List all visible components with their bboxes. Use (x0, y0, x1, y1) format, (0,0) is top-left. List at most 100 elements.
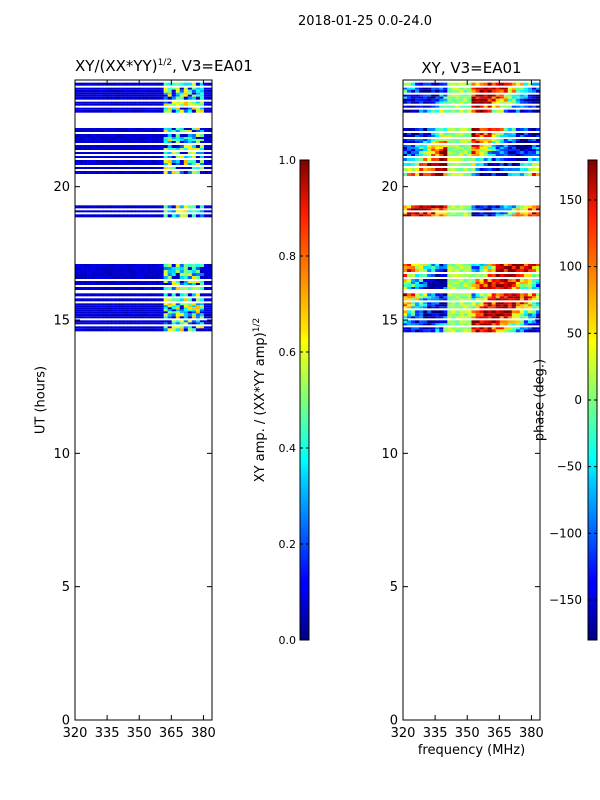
heatmap-cell (451, 98, 456, 102)
heatmap-cell (103, 298, 108, 302)
heatmap-cell (435, 94, 440, 97)
heatmap-cell (435, 158, 440, 161)
heatmap-cell (143, 320, 148, 323)
heatmap-cell (159, 270, 164, 273)
heatmap-cell (187, 167, 193, 169)
heatmap-cell (187, 145, 193, 148)
heatmap-cell (515, 94, 521, 97)
heatmap-cell (415, 147, 420, 149)
heatmap-cell (519, 313, 525, 317)
heatmap-cell (187, 309, 193, 312)
heatmap-cell (475, 163, 480, 166)
heatmap-cell (159, 313, 164, 317)
heatmap-cell (531, 274, 537, 277)
heatmap-cell (479, 133, 484, 135)
heatmap-cell (439, 316, 444, 319)
heatmap-cell (87, 214, 92, 218)
heatmap-cell (463, 274, 468, 277)
heatmap-cell (491, 323, 496, 326)
heatmap-cell (475, 284, 480, 287)
heatmap-cell (467, 133, 472, 135)
heatmap-cell (463, 163, 468, 166)
axes-frame (74, 79, 213, 721)
heatmap-cell (123, 103, 128, 106)
heatmap-cell (499, 205, 505, 209)
heatmap-cell (143, 137, 148, 139)
heatmap-cell (515, 298, 521, 301)
heatmap-cell (459, 313, 464, 317)
heatmap-cell (483, 323, 488, 326)
heatmap-cell (483, 82, 488, 86)
heatmap-cell (91, 303, 96, 306)
heatmap-cell (143, 326, 148, 329)
heatmap-cell (403, 293, 408, 297)
heatmap-cell (207, 103, 213, 106)
heatmap-cell (167, 87, 173, 90)
heatmap-cell (431, 133, 436, 135)
heatmap-cell (159, 281, 164, 283)
heatmap-cell (79, 156, 84, 158)
heatmap-cell (427, 304, 432, 307)
heatmap-cell (471, 173, 476, 176)
heatmap-cell (463, 149, 468, 151)
heatmap-cell (483, 133, 488, 135)
heatmap-cell (199, 82, 205, 86)
heatmap-cell (139, 139, 144, 141)
heatmap-cell (527, 141, 533, 143)
x-tick-label: 335 (423, 726, 448, 741)
heatmap-cell (435, 212, 440, 215)
heatmap-cell (151, 273, 156, 276)
heatmap-cell (179, 160, 185, 163)
heatmap-cell (151, 303, 156, 306)
heatmap-cell (443, 316, 448, 319)
heatmap-cell (459, 327, 464, 330)
heatmap-cell (179, 134, 185, 137)
heatmap-cell (111, 109, 116, 113)
heatmap-cell (431, 128, 436, 131)
heatmap-cell (467, 323, 472, 326)
heatmap-cell (79, 328, 84, 332)
heatmap-cell (111, 326, 116, 329)
heatmap-cell (131, 96, 136, 100)
heatmap-cell (167, 134, 173, 137)
heatmap-cell (463, 145, 468, 147)
heatmap-cell (191, 322, 197, 325)
heatmap-cell (135, 96, 140, 100)
colorbar-tick-label: −150 (549, 593, 582, 607)
heatmap-cell (163, 283, 168, 285)
heatmap-cell (131, 167, 136, 169)
heatmap-cell (83, 311, 88, 314)
heatmap-cell (495, 94, 501, 97)
heatmap-cell (123, 134, 128, 137)
heatmap-cell (143, 283, 148, 285)
heatmap-cell (519, 327, 525, 330)
heatmap-cell (519, 96, 525, 99)
heatmap-cell (499, 310, 505, 314)
heatmap-cell (439, 139, 444, 141)
heatmap-cell (135, 94, 140, 97)
heatmap-cell (167, 101, 173, 104)
heatmap-cell (115, 316, 120, 319)
heatmap-cell (491, 158, 496, 161)
heatmap-cell (183, 87, 189, 90)
heatmap-cell (151, 328, 156, 332)
heatmap-cell (407, 141, 412, 143)
heatmap-cell (99, 270, 104, 273)
heatmap-cell (135, 148, 140, 150)
heatmap-cell (171, 96, 177, 100)
heatmap-cell (91, 305, 96, 308)
heatmap-cell (491, 298, 496, 301)
heatmap-cell (495, 284, 501, 287)
heatmap-cell (171, 267, 177, 270)
heatmap-cell (139, 103, 144, 106)
heatmap-cell (151, 307, 156, 310)
heatmap-cell (187, 328, 193, 332)
heatmap-cell (179, 141, 185, 143)
heatmap-cell (455, 306, 460, 309)
heatmap-cell (163, 137, 168, 139)
heatmap-cell (499, 266, 505, 269)
heatmap-cell (519, 329, 525, 333)
heatmap-cell (179, 320, 185, 323)
heatmap-cell (187, 160, 193, 163)
heatmap-cell (455, 98, 460, 102)
